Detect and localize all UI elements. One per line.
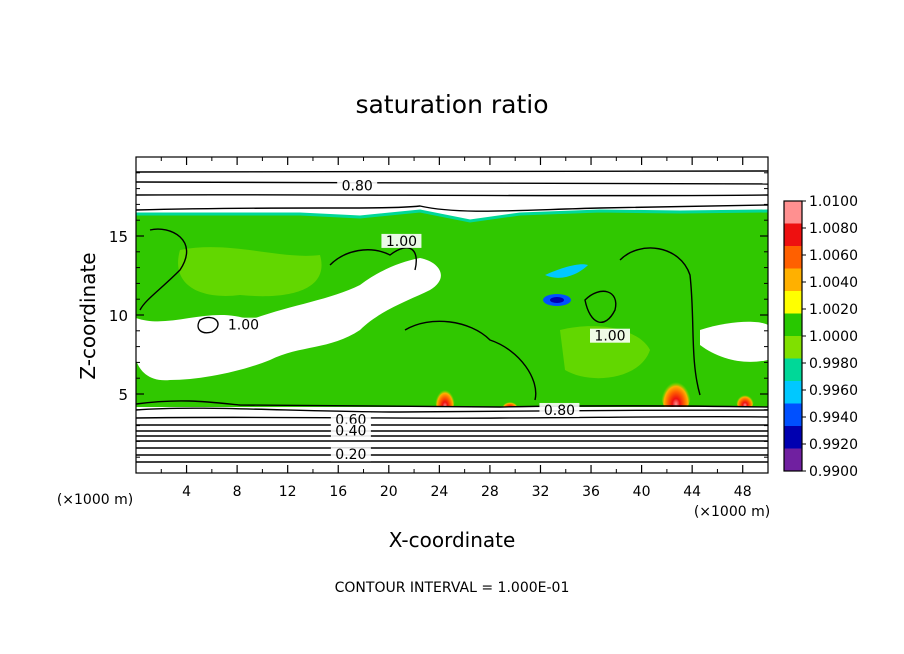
x-tick-label: 40 [633,484,651,500]
x-unit-left: (×1000 m) [57,492,133,508]
colorbar-swatch [784,201,802,224]
dry-region [700,321,768,362]
y-axis-label: Z-coordinate [76,252,100,379]
colorbar-swatch [784,426,802,449]
contour-label: 0.80 [342,179,373,195]
colorbar-label: 1.0060 [809,248,858,264]
x-tick-label: 28 [481,484,499,500]
y-tick-label: 10 [109,307,128,325]
x-tick-label: 32 [532,484,550,500]
colorbar-label: 0.9920 [809,437,858,453]
contour-label-bg [590,328,630,343]
contour-label-bg [337,178,378,193]
x-tick-label: 48 [734,484,752,500]
contour-label: 0.80 [544,403,575,419]
colorbar-swatch [784,223,802,247]
y-ticks: 5 10 15 [109,172,768,458]
colorbar-swatch [784,336,802,359]
contour-label-bg [330,412,371,427]
x-tick-label: 24 [430,484,448,500]
colorbar: 1.0100 1.0080 1.0060 1.0040 1.0020 1.0000 0.99… [783,194,858,480]
x-ticks: 4 8 12 16 20 24 28 32 36 40 44 48 [160,157,752,500]
colorbar-label: 1.0100 [809,194,858,210]
contour-label: 0.40 [335,424,366,440]
colorbar-swatch [784,291,802,314]
colorbar-swatch [784,381,802,404]
colorbar-label: 1.0020 [809,302,858,318]
dry-region [136,258,441,381]
cloud-light-patch [178,247,322,297]
y-tick-label: 15 [109,228,128,246]
x-unit-right: (×1000 m) [694,504,770,520]
colorbar-swatch [784,268,802,292]
x-tick-label: 16 [329,484,347,500]
colorbar-swatch [784,448,802,472]
y-tick-label: 5 [118,386,128,404]
contour-labels: 0.801.001.001.000.800.600.400.20 [223,178,630,463]
colorbar-swatch [784,313,802,337]
max-region [736,390,754,410]
contour-label-bg [223,317,264,332]
contour-label: 1.00 [228,318,259,334]
min-region [550,297,564,303]
colorbar-label: 1.0000 [809,329,858,345]
min-region [545,264,588,278]
colorbar-label: 1.0040 [809,275,858,291]
saturation-field [136,170,768,473]
contour-interval-note: CONTOUR INTERVAL = 1.000E-01 [335,580,570,596]
x-tick-label: 4 [182,484,191,500]
colorbar-swatch [784,358,802,382]
colorbar-label: 1.0080 [809,221,858,237]
colorbar-label: 0.9940 [809,410,858,426]
x-tick-label: 44 [683,484,701,500]
x-tick-label: 12 [279,484,297,500]
chart-title: saturation ratio [355,90,548,119]
max-region [661,371,691,415]
contour-label-bg [330,423,371,438]
colorbar-label: 0.9900 [809,464,858,480]
x-tick-label: 8 [233,484,242,500]
contour-label-bg [330,447,371,462]
colorbar-label: 0.9960 [809,383,858,399]
x-axis-label: X-coordinate [389,528,516,552]
colorbar-swatch [784,403,802,427]
cloud-edge [136,209,768,223]
contour-label: 0.20 [335,447,366,463]
contour-label: 1.00 [594,329,625,345]
contour-lines [136,170,768,463]
contour-label-bg [539,402,580,417]
x-tick-label: 36 [582,484,600,500]
contour-label-bg [381,233,422,248]
dry-region [339,295,373,317]
colorbar-label: 0.9980 [809,356,858,372]
x-tick-label: 20 [380,484,398,500]
colorbar-swatch [784,246,802,269]
contour-label: 1.00 [386,234,417,250]
